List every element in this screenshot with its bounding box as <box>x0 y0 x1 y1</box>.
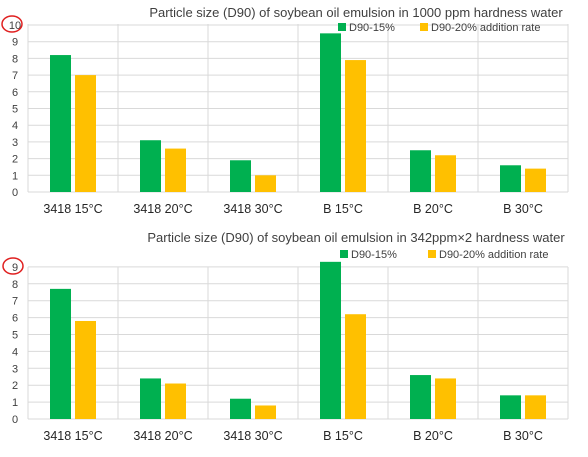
bar-d90-20 <box>345 314 366 419</box>
category-label: 3418 20°C <box>133 202 192 216</box>
y-tick-label: 2 <box>12 380 18 392</box>
category-label: 3418 30°C <box>223 202 282 216</box>
bar-d90-15 <box>410 375 431 419</box>
y-tick-label: 6 <box>12 87 18 99</box>
legend-swatch <box>420 23 428 31</box>
bar-d90-15 <box>320 33 341 192</box>
bar-d90-15 <box>320 261 341 419</box>
bar-d90-15 <box>140 378 161 419</box>
bar-d90-15 <box>50 55 71 193</box>
legend-label: D90-20% addition rate <box>439 249 548 261</box>
category-label: B 20°C <box>413 429 453 443</box>
legend-swatch <box>338 23 346 31</box>
y-tick-label: 2 <box>12 154 18 166</box>
bar-d90-20 <box>75 320 96 419</box>
bar-d90-15 <box>230 398 251 419</box>
bar-d90-15 <box>230 160 251 192</box>
y-tick-label: 6 <box>12 313 18 325</box>
bar-d90-20 <box>345 60 366 192</box>
y-tick-label: 1 <box>12 397 18 409</box>
y-tick-label: 9 <box>12 262 18 274</box>
chart-2: Particle size (D90) of soybean oil emuls… <box>2 230 569 443</box>
bar-d90-20 <box>435 378 456 419</box>
category-label: 3418 15°C <box>43 429 102 443</box>
y-tick-label: 9 <box>12 37 18 49</box>
category-label: 3418 20°C <box>133 429 192 443</box>
bar-d90-15 <box>500 165 521 192</box>
y-tick-label: 1 <box>12 170 18 182</box>
y-tick-label: 0 <box>12 187 18 199</box>
category-label: 3418 30°C <box>223 429 282 443</box>
y-tick-label: 0 <box>12 414 18 426</box>
bar-d90-20 <box>435 155 456 192</box>
category-label: B 30°C <box>503 202 543 216</box>
legend-label: D90-15% <box>349 22 395 34</box>
y-tick-label: 8 <box>12 279 18 291</box>
y-tick-label: 10 <box>9 20 21 32</box>
y-tick-label: 7 <box>12 296 18 308</box>
legend-swatch <box>340 250 348 258</box>
bar-d90-20 <box>255 175 276 192</box>
category-label: B 20°C <box>413 202 453 216</box>
bar-d90-20 <box>75 75 96 192</box>
y-tick-label: 3 <box>12 137 18 149</box>
y-tick-label: 8 <box>12 53 18 65</box>
y-tick-label: 5 <box>12 330 18 342</box>
y-tick-label: 3 <box>12 363 18 375</box>
bar-d90-20 <box>525 395 546 419</box>
chart-title: Particle size (D90) of soybean oil emuls… <box>149 5 563 20</box>
chart-1: Particle size (D90) of soybean oil emuls… <box>1 5 569 216</box>
bar-d90-15 <box>500 395 521 419</box>
y-tick-label: 7 <box>12 70 18 82</box>
bar-d90-15 <box>410 150 431 192</box>
highlight-circle <box>2 257 24 275</box>
legend-label: D90-15% <box>351 249 397 261</box>
highlight-circle <box>1 15 23 33</box>
bar-d90-20 <box>255 405 276 419</box>
category-label: 3418 15°C <box>43 202 102 216</box>
chart-title: Particle size (D90) of soybean oil emuls… <box>147 230 565 245</box>
category-label: B 30°C <box>503 429 543 443</box>
bar-d90-15 <box>140 140 161 192</box>
category-label: B 15°C <box>323 429 363 443</box>
y-tick-label: 4 <box>12 120 18 132</box>
y-tick-label: 4 <box>12 346 18 358</box>
bar-d90-20 <box>165 383 186 419</box>
legend-label: D90-20% addition rate <box>431 22 540 34</box>
y-tick-label: 5 <box>12 104 18 116</box>
legend-swatch <box>428 250 436 258</box>
bar-d90-20 <box>165 148 186 192</box>
bar-d90-15 <box>50 288 71 419</box>
category-label: B 15°C <box>323 202 363 216</box>
bar-d90-20 <box>525 168 546 192</box>
